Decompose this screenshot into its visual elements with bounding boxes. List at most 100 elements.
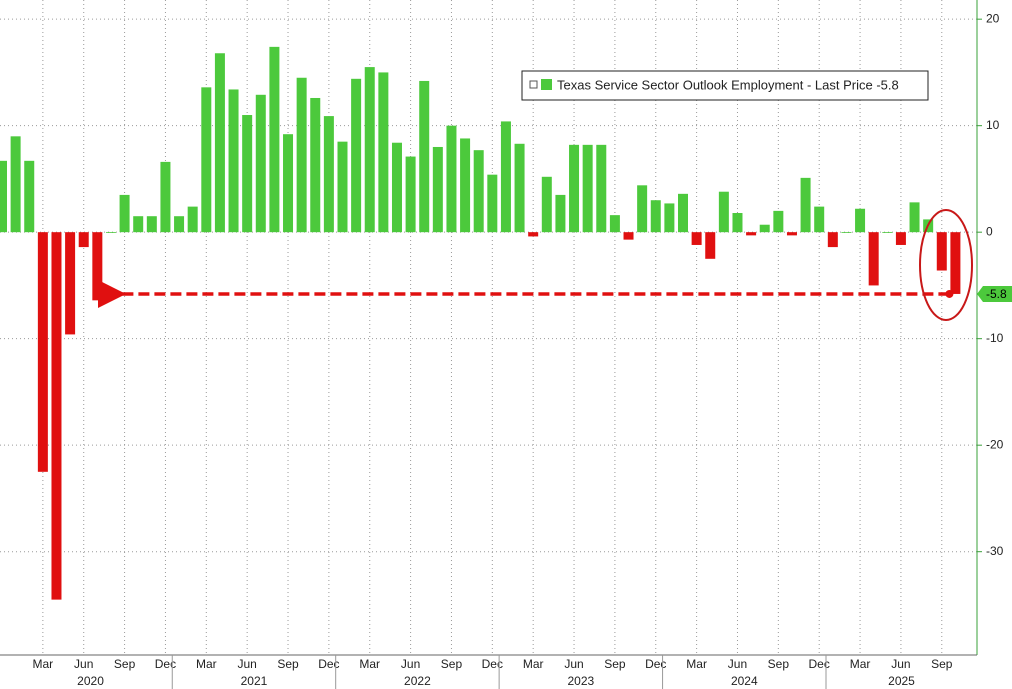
x-tick-label: Mar (686, 657, 707, 671)
last-price-label: -5.8 (986, 287, 1007, 301)
bar (609, 215, 620, 233)
bar (936, 232, 947, 271)
bar (405, 156, 416, 233)
bar (868, 232, 879, 286)
x-tick-label: Sep (931, 657, 953, 671)
x-tick-label: Sep (441, 657, 463, 671)
bar (391, 142, 402, 233)
x-tick-label: Mar (33, 657, 54, 671)
year-label: 2024 (731, 674, 758, 688)
bar (841, 232, 852, 233)
y-tick-label: -20 (986, 437, 1004, 451)
bar (691, 232, 702, 245)
x-tick-label: Sep (114, 657, 136, 671)
x-tick-label: Dec (318, 657, 339, 671)
bar (269, 46, 280, 233)
x-tick-label: Mar (850, 657, 871, 671)
bar (364, 67, 375, 233)
bar (800, 177, 811, 233)
bar (201, 87, 212, 233)
bar (119, 194, 130, 233)
bar (746, 232, 757, 236)
bar (786, 232, 797, 236)
bar (133, 216, 144, 233)
legend-label: Texas Service Sector Outlook Employment … (557, 77, 899, 92)
year-label: 2025 (888, 674, 915, 688)
bar (92, 232, 103, 301)
year-label: 2021 (241, 674, 268, 688)
legend-swatch (541, 79, 552, 90)
bar (528, 232, 539, 237)
bar (65, 232, 76, 335)
bar (432, 146, 443, 233)
bar (718, 191, 729, 233)
bar (214, 53, 225, 233)
bar (323, 116, 334, 233)
legend-toggle (529, 80, 538, 89)
bar (950, 232, 961, 294)
bar (678, 193, 688, 233)
bar (541, 176, 552, 233)
x-tick-label: Sep (768, 657, 790, 671)
x-tick-label: Mar (196, 657, 217, 671)
year-label: 2020 (77, 674, 104, 688)
bar (174, 216, 185, 233)
highlight-ellipse (919, 209, 973, 321)
bar (623, 232, 634, 240)
bar (419, 80, 430, 233)
x-tick-label: Jun (74, 657, 93, 671)
bar (228, 89, 239, 233)
y-tick-label: -10 (986, 331, 1004, 345)
bar (555, 194, 566, 233)
bar (664, 203, 675, 233)
bar (310, 97, 321, 233)
last-price-tag (977, 285, 1012, 302)
bar (187, 206, 198, 233)
x-tick-label: Sep (277, 657, 299, 671)
bar (160, 161, 171, 233)
bar (487, 174, 498, 233)
year-label: 2023 (567, 674, 594, 688)
bar (855, 208, 866, 233)
bar (51, 232, 62, 600)
y-tick-label: -30 (986, 544, 1004, 558)
x-tick-label: Mar (359, 657, 380, 671)
bar (37, 232, 48, 472)
bar (582, 144, 593, 233)
bar (773, 210, 784, 233)
bar (705, 232, 716, 259)
bar (650, 200, 661, 233)
bar (909, 202, 920, 233)
bar (827, 232, 838, 248)
bar (296, 77, 307, 233)
x-tick-label: Jun (891, 657, 910, 671)
y-tick-label: 0 (986, 224, 993, 238)
x-tick-label: Jun (564, 657, 583, 671)
bar (759, 224, 770, 233)
year-label: 2022 (404, 674, 431, 688)
x-tick-label: Dec (809, 657, 830, 671)
bar (460, 138, 471, 233)
bar (283, 134, 294, 233)
bar (732, 213, 743, 233)
x-tick-label: Sep (604, 657, 626, 671)
bar (10, 136, 21, 233)
bar (514, 143, 525, 233)
bar (569, 144, 580, 233)
bar (500, 121, 511, 233)
bar (351, 78, 362, 233)
bar (255, 94, 266, 233)
bar (637, 185, 648, 233)
x-tick-label: Dec (482, 657, 503, 671)
bar (0, 160, 7, 233)
y-tick-label: 20 (986, 11, 1000, 25)
bar (242, 115, 253, 233)
bar (882, 232, 893, 233)
bar (78, 232, 89, 248)
x-tick-label: Dec (155, 657, 176, 671)
bar (337, 141, 348, 233)
bar (105, 232, 116, 233)
bar (146, 216, 157, 233)
bar (446, 125, 457, 233)
